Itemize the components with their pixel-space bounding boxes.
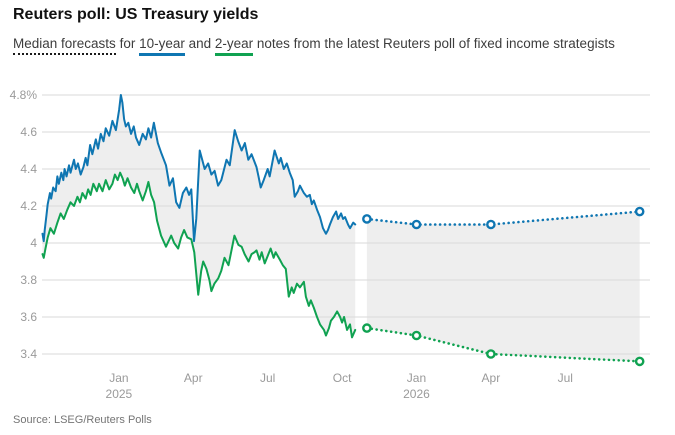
line-ten-year-forecast bbox=[365, 210, 641, 226]
subtitle-text-3: notes from the latest Reuters poll of fi… bbox=[253, 36, 615, 51]
x-axis-labels: Jan 2025 Apr Jul Oct Jan 2026 Apr Jul bbox=[106, 371, 573, 401]
y-tick-label: 4.4 bbox=[20, 162, 37, 176]
x-tick-label: Jan bbox=[407, 371, 426, 385]
subtitle-text-2: and bbox=[184, 36, 215, 51]
chart-subtitle: Median forecasts for 10-year and 2-year … bbox=[13, 31, 619, 57]
yield-line-chart: 4.8% 4.6 4.4 4.2 4 3.8 3.6 3.4 Jan 2025 Apr Jul Oct… bbox=[10, 88, 650, 401]
y-tick-label: 4.2 bbox=[20, 199, 37, 213]
x-tick-label: Jul bbox=[558, 371, 573, 385]
subtitle-term-10-year: 10-year bbox=[139, 36, 185, 56]
x-tick-label: Apr bbox=[482, 371, 501, 385]
y-tick-label: 4.6 bbox=[20, 125, 37, 139]
x-tick-label: Oct bbox=[333, 371, 352, 385]
subtitle-term-median-forecasts: Median forecasts bbox=[13, 36, 116, 55]
line-ten-year-history bbox=[41, 94, 357, 243]
ten-year-forecast-marker bbox=[486, 219, 496, 230]
x-tick-label: Jul bbox=[260, 371, 275, 385]
subtitle-text-1: for bbox=[115, 36, 140, 51]
two-year-forecast-marker bbox=[486, 349, 496, 359]
x-tick-label: Apr bbox=[184, 371, 203, 385]
y-tick-label: 3.8 bbox=[20, 273, 37, 287]
line-two-year-forecast bbox=[365, 326, 641, 363]
spread-fills bbox=[42, 95, 640, 362]
y-axis-labels: 4.8% 4.6 4.4 4.2 4 3.8 3.6 3.4 bbox=[10, 88, 38, 361]
two-year-forecast-marker bbox=[362, 323, 372, 333]
series-lines bbox=[41, 94, 641, 363]
ten-year-forecast-marker bbox=[634, 206, 645, 217]
line-two-year-history bbox=[41, 171, 357, 339]
y-tick-label: 4 bbox=[30, 236, 37, 250]
subtitle-term-2-year: 2-year bbox=[214, 36, 254, 56]
x-tick-year-label: 2025 bbox=[106, 387, 133, 401]
y-tick-label: 3.4 bbox=[20, 347, 37, 361]
y-tick-label: 3.6 bbox=[20, 310, 37, 324]
forecast-markers bbox=[362, 206, 645, 367]
source-note: Source: LSEG/Reuters Polls bbox=[13, 414, 152, 426]
spread-fill-0 bbox=[42, 95, 356, 338]
ten-year-forecast-marker bbox=[411, 219, 422, 230]
two-year-forecast-marker bbox=[634, 356, 645, 367]
x-tick-label: Jan bbox=[109, 371, 128, 385]
gridlines bbox=[42, 94, 650, 355]
y-tick-label: 4.8% bbox=[10, 88, 38, 102]
spread-fill-1 bbox=[366, 211, 640, 362]
x-tick-year-label: 2026 bbox=[403, 387, 430, 401]
chart-title: Reuters poll: US Treasury yields bbox=[13, 6, 259, 23]
two-year-forecast-marker bbox=[411, 330, 422, 341]
ten-year-forecast-marker bbox=[362, 214, 372, 224]
